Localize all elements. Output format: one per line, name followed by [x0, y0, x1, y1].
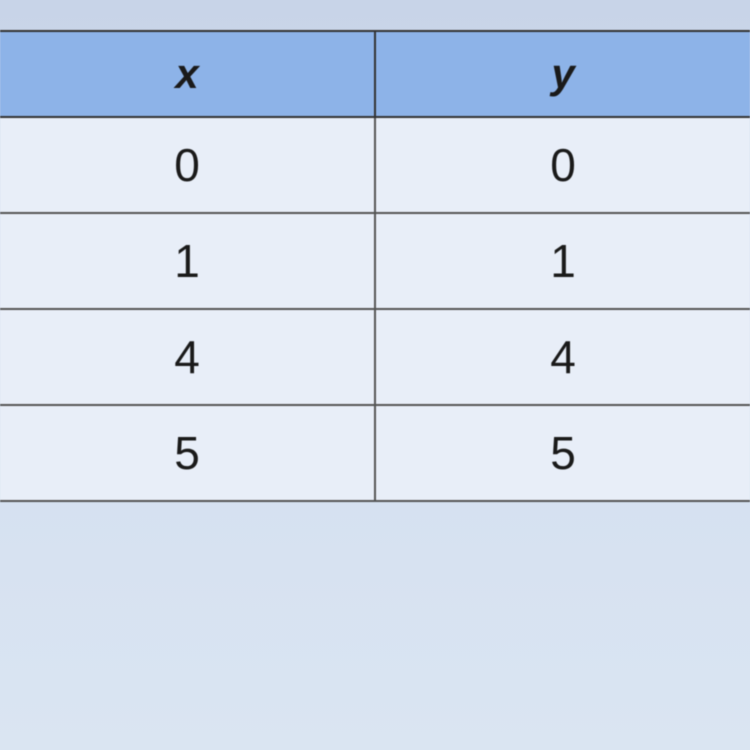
cell-x-1: 1: [0, 213, 375, 309]
cell-y-0: 0: [375, 117, 750, 213]
cell-x-3: 5: [0, 405, 375, 501]
cell-y-3: 5: [375, 405, 750, 501]
table-row: 5 5: [0, 405, 750, 501]
column-header-x: x: [0, 31, 375, 117]
table-header-row: x y: [0, 31, 750, 117]
cell-y-2: 4: [375, 309, 750, 405]
table-row: 1 1: [0, 213, 750, 309]
cell-x-2: 4: [0, 309, 375, 405]
table-row: 0 0: [0, 117, 750, 213]
data-table-container: x y 0 0 1 1 4 4 5 5: [0, 0, 750, 502]
column-header-y: y: [375, 31, 750, 117]
cell-x-0: 0: [0, 117, 375, 213]
cell-y-1: 1: [375, 213, 750, 309]
table-row: 4 4: [0, 309, 750, 405]
xy-data-table: x y 0 0 1 1 4 4 5 5: [0, 30, 750, 502]
